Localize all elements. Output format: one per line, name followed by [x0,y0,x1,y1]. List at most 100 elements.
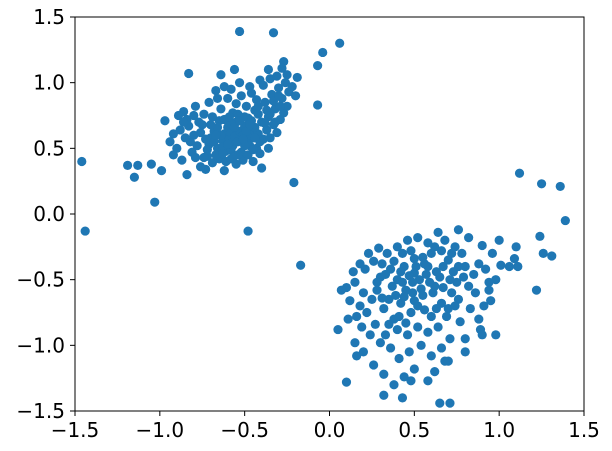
scatter-point [380,269,391,280]
scatter-point [292,72,302,83]
scatter-point [397,393,408,403]
scatter-point [406,307,416,318]
scatter-point [265,133,275,143]
scatter-point [277,63,287,73]
scatter-point [335,38,345,48]
scatter-point [150,197,160,207]
scatter-point [207,158,218,168]
scatter-point [184,68,194,79]
scatter-point [511,242,521,252]
scatter-point [423,238,433,248]
scatter-point [370,319,380,329]
x-tick-label: 0.5 [398,418,430,442]
scatter-point [491,330,501,340]
scatter-point [272,127,282,138]
scatter-point [438,282,448,293]
scatter-point [392,324,402,335]
scatter-point [419,305,430,315]
scatter-point [408,288,418,298]
scatter-point [355,301,365,311]
scatter-point [268,28,279,38]
scatter-point [455,317,465,327]
scatter-point [375,338,385,348]
x-tick-label: −0.5 [220,418,269,442]
scatter-point [372,277,382,287]
scatter-point [129,172,139,182]
scatter-point [416,340,426,350]
scatter-point [479,301,489,311]
scatter-point [253,109,263,119]
scatter-point [241,101,251,111]
scatter-point [199,109,209,119]
scatter-point [560,215,570,226]
scatter-point [445,398,455,408]
scatter-point [385,343,396,353]
scatter-point [531,285,542,295]
scatter-point [201,134,211,144]
scatter-point [224,112,234,122]
scatter-point [296,260,306,270]
scatter-point [289,177,299,188]
scatter-point [504,261,514,272]
scatter-point [263,143,274,153]
scatter-point [397,277,408,287]
scatter-point [409,296,419,306]
scatter-point [156,166,167,176]
scatter-point [426,351,436,361]
scatter-point [391,290,401,301]
scatter-point [443,356,453,366]
scatter-point [202,145,212,155]
scatter-point [426,248,436,258]
scatter-point [470,288,481,298]
scatter-point [377,259,387,269]
scatter-point [425,277,435,287]
scatter-point [464,233,474,243]
scatter-point [189,110,199,121]
y-tick-labels: −1.5 −1.0 −0.5 0.0 0.5 1.0 1.5 [16,5,65,423]
scatter-point [168,150,179,160]
scatter-point [336,285,346,295]
scatter-point [212,93,223,104]
scatter-point [333,324,343,335]
scatter-point [192,141,202,151]
scatter-point [341,377,352,387]
scatter-point [401,318,411,328]
scatter-point [357,322,367,332]
x-tick-label: −1.0 [136,418,185,442]
scatter-point [280,78,290,88]
scatter-point [318,47,328,58]
scatter-point [423,327,433,337]
scatter-point [387,281,397,291]
scatter-point [234,26,245,37]
y-tick-label: 0.5 [33,136,65,160]
scatter-point [219,166,229,176]
scatter-point [343,314,353,324]
scatter-point [238,134,248,144]
scatter-point [211,130,221,140]
scatter-point [465,303,475,314]
scatter-point [77,156,87,167]
scatter-point [282,101,292,111]
scatter-point [372,285,382,295]
scatter-point [272,71,282,81]
scatter-point [457,248,467,258]
scatter-point [165,137,175,147]
scatter-point [168,129,179,139]
scatter-point [535,231,545,241]
scatter-point [399,372,409,382]
scatter-point [436,343,447,353]
scatter-point [352,311,362,322]
scatter-point [513,261,523,272]
scatter-point [369,360,379,370]
scatter-point [236,91,246,101]
scatter-point [229,122,240,132]
scatter-point [464,281,474,291]
scatter-point [248,145,258,155]
scatter-point [177,155,187,165]
scatter-point [428,288,438,298]
scatter-point [426,311,436,322]
scatter-point [392,242,402,252]
scatter-point [195,127,206,138]
scatter-point [243,226,253,236]
scatter-point [399,292,409,302]
